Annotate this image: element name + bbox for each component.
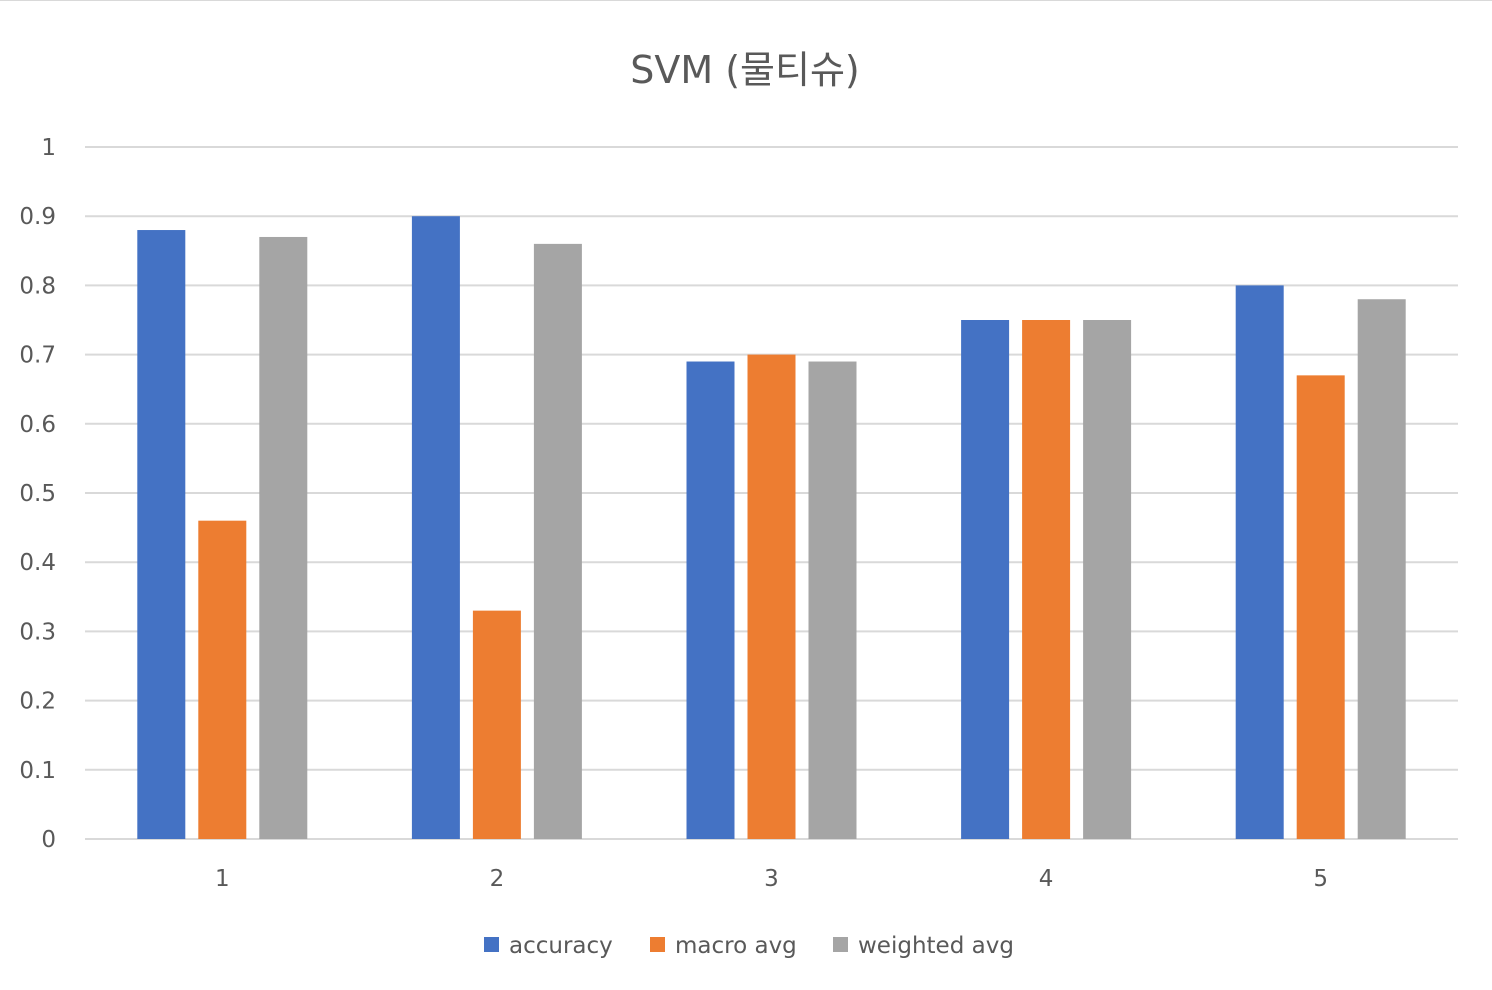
y-tick-label: 0: [41, 827, 56, 853]
bar-weighted-avg-2: [533, 243, 582, 839]
x-tick-label: 1: [215, 866, 230, 892]
y-tick-label: 0.7: [19, 343, 56, 369]
y-tick-label: 0.4: [19, 550, 56, 576]
y-tick-label: 0.1: [19, 758, 56, 784]
legend-swatch-accuracy: [484, 937, 499, 952]
y-tick-label: 0.8: [19, 273, 56, 299]
legend-swatch-macro-avg: [650, 937, 665, 952]
bar-weighted-avg-3: [808, 361, 857, 839]
legend-swatch-weighted-avg: [833, 937, 848, 952]
legend: accuracy macro avg weighted avg: [484, 933, 1014, 959]
bar-macro-avg-4: [1022, 320, 1071, 839]
x-tick-label: 2: [490, 866, 505, 892]
y-tick-label: 1: [41, 135, 56, 161]
bar-macro-avg-3: [747, 354, 796, 839]
y-tick-label: 0.9: [19, 204, 56, 230]
bar-weighted-avg-1: [259, 236, 308, 839]
legend-label-macro-avg: macro avg: [675, 933, 797, 959]
bar-weighted-avg-5: [1357, 299, 1406, 839]
bar-macro-avg-5: [1296, 375, 1345, 839]
bar-accuracy-1: [137, 230, 186, 840]
bar-accuracy-5: [1235, 285, 1284, 839]
bar-macro-avg-1: [198, 520, 247, 839]
y-tick-label: 0.5: [19, 481, 56, 507]
legend-label-weighted-avg: weighted avg: [858, 933, 1014, 959]
bars: [137, 216, 1406, 840]
chart-title: SVM (물티슈): [630, 48, 860, 92]
bar-weighted-avg-4: [1083, 320, 1132, 839]
x-tick-label: 5: [1313, 866, 1328, 892]
x-axis-tick-labels: 1 2 3 4 5: [215, 866, 1328, 892]
bar-accuracy-4: [961, 320, 1010, 839]
y-tick-label: 0.3: [19, 619, 56, 645]
x-tick-label: 4: [1039, 866, 1054, 892]
y-tick-label: 0.6: [19, 412, 56, 438]
legend-label-accuracy: accuracy: [509, 933, 613, 959]
y-tick-label: 0.2: [19, 689, 56, 715]
bar-macro-avg-2: [472, 610, 521, 839]
bar-accuracy-3: [686, 361, 735, 839]
bar-accuracy-2: [411, 216, 460, 839]
y-axis-tick-labels: 0 0.1 0.2 0.3 0.4 0.5 0.6 0.7 0.8 0.9 1: [19, 135, 56, 853]
x-tick-label: 3: [764, 866, 779, 892]
